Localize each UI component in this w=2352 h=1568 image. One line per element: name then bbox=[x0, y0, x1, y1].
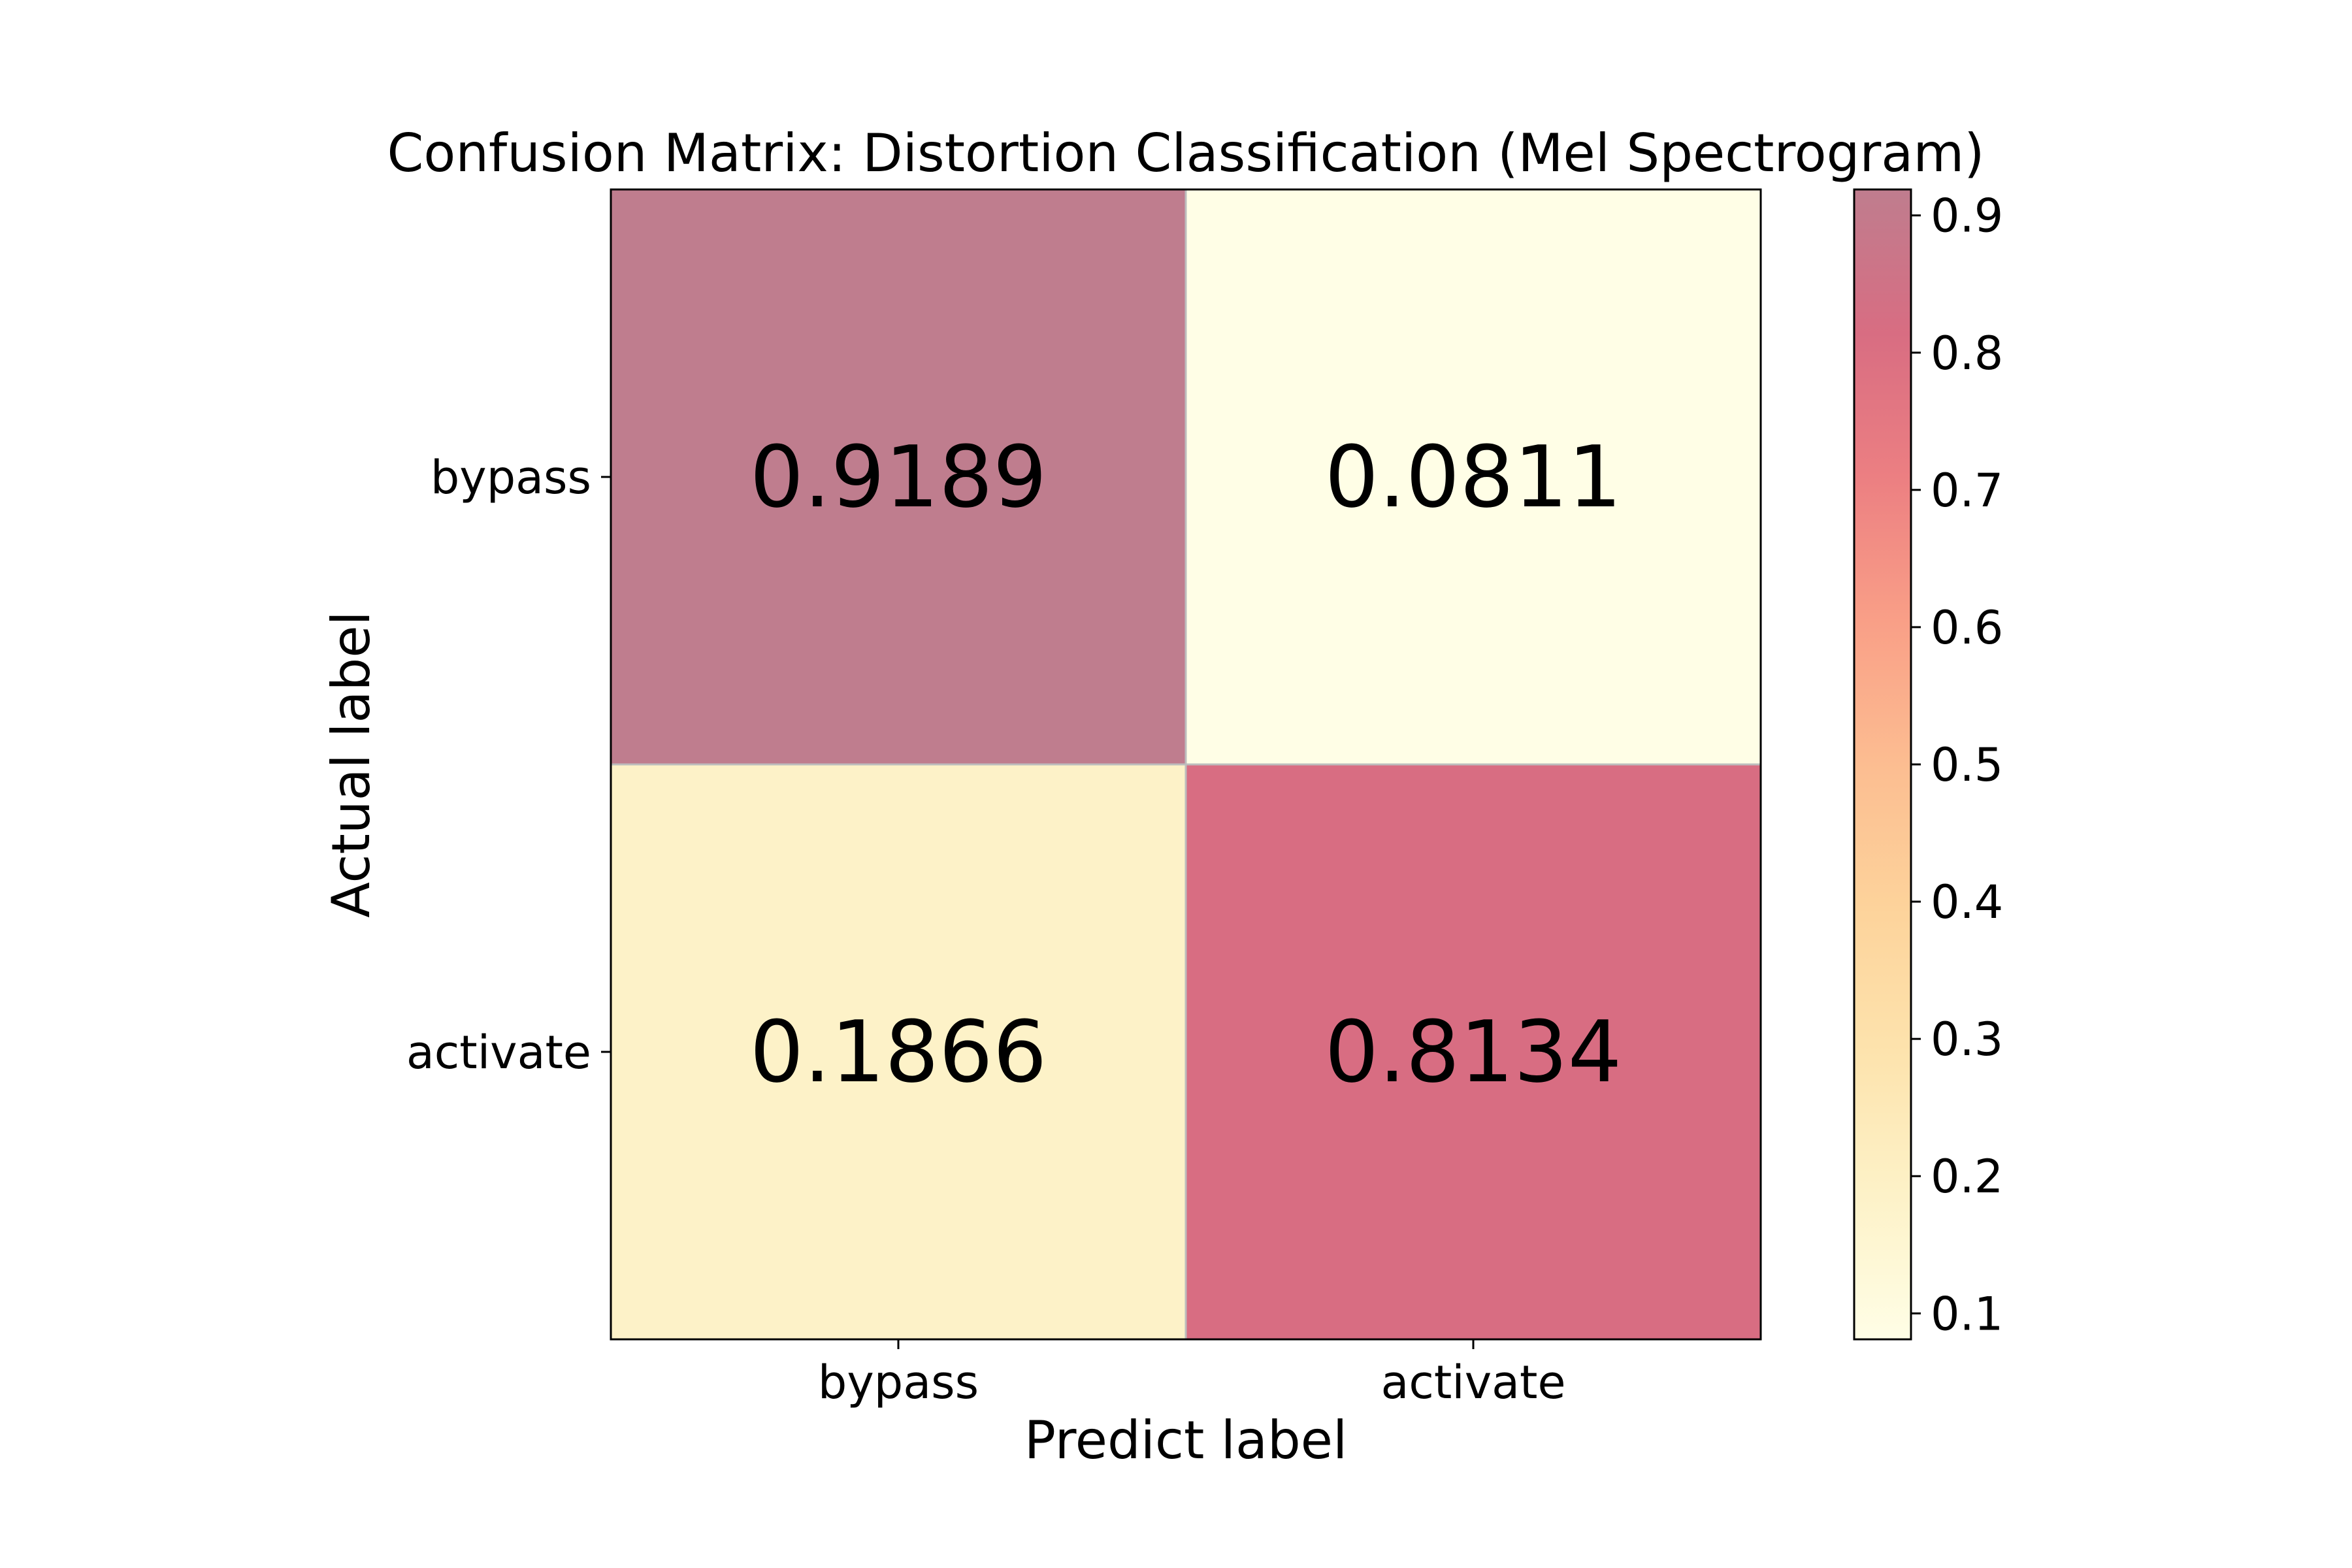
cell-value-label: 0.9189 bbox=[750, 427, 1047, 527]
colorbar-tick-label: 0.2 bbox=[1931, 1150, 2003, 1203]
y-tick-label: activate bbox=[406, 1026, 591, 1079]
colorbar-tick-label: 0.6 bbox=[1931, 601, 2003, 655]
plot-frame bbox=[610, 188, 1762, 1341]
colorbar-ticks: 0.1 0.2 0.3 0.4 0.5 0.6 0.7 0.8 0.9 bbox=[1911, 189, 2003, 1341]
y-axis-label: Actual label bbox=[321, 611, 382, 918]
x-axis-ticks: bypass activate bbox=[818, 1339, 1566, 1409]
colorbar-tick-label: 0.4 bbox=[1931, 875, 2003, 929]
heatmap-cells: 0.9189 0.0811 0.1866 0.8134 bbox=[610, 188, 1762, 1341]
x-tick-label: bypass bbox=[818, 1356, 979, 1409]
cell-value-label: 0.0811 bbox=[1325, 427, 1622, 527]
heatmap-cell bbox=[1184, 763, 1762, 1341]
colorbar-tick-label: 0.9 bbox=[1931, 189, 2003, 243]
colorbar-tick-label: 0.8 bbox=[1931, 327, 2003, 380]
colorbar bbox=[1853, 188, 1912, 1341]
y-tick-label: bypass bbox=[431, 451, 591, 504]
colorbar-tick-label: 0.5 bbox=[1931, 738, 2003, 792]
cell-value-label: 0.8134 bbox=[1325, 1002, 1622, 1102]
heatmap-cell bbox=[610, 188, 1187, 766]
heatmap-cell bbox=[610, 763, 1187, 1341]
chart-title: Confusion Matrix: Distortion Classificat… bbox=[387, 123, 1985, 184]
colorbar-tick-label: 0.1 bbox=[1931, 1287, 2003, 1341]
colorbar-tick-label: 0.3 bbox=[1931, 1013, 2003, 1066]
y-axis-ticks: bypass activate bbox=[406, 451, 611, 1079]
cell-value-label: 0.1866 bbox=[750, 1002, 1047, 1102]
colorbar-tick-label: 0.7 bbox=[1931, 464, 2003, 517]
x-axis-label: Predict label bbox=[1024, 1410, 1347, 1471]
x-tick-label: activate bbox=[1380, 1356, 1565, 1409]
